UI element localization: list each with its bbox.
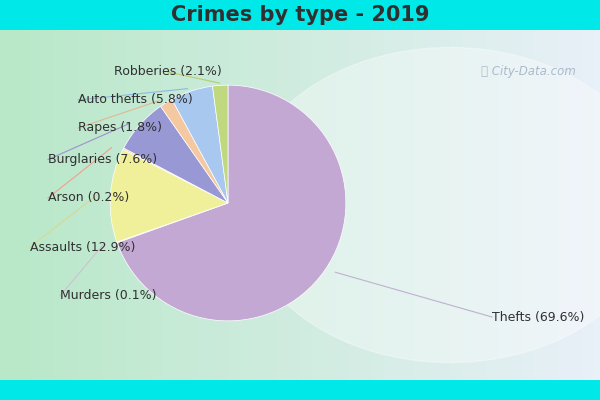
Wedge shape [117,85,346,321]
Wedge shape [110,149,228,242]
Wedge shape [123,148,228,203]
Text: Robberies (2.1%): Robberies (2.1%) [114,66,222,78]
Text: Crimes by type - 2019: Crimes by type - 2019 [171,5,429,25]
Wedge shape [172,86,228,203]
Text: Assaults (12.9%): Assaults (12.9%) [30,240,136,254]
Wedge shape [124,106,228,203]
Text: Rapes (1.8%): Rapes (1.8%) [78,122,162,134]
Text: Auto thefts (5.8%): Auto thefts (5.8%) [78,94,193,106]
Text: Thefts (69.6%): Thefts (69.6%) [492,310,584,324]
Wedge shape [161,99,228,203]
Text: Burglaries (7.6%): Burglaries (7.6%) [48,153,157,166]
Ellipse shape [240,48,600,362]
Wedge shape [117,203,228,243]
Text: Arson (0.2%): Arson (0.2%) [48,192,129,204]
Text: ⓘ City-Data.com: ⓘ City-Data.com [481,66,575,78]
Wedge shape [212,85,228,203]
Text: Murders (0.1%): Murders (0.1%) [60,290,157,302]
